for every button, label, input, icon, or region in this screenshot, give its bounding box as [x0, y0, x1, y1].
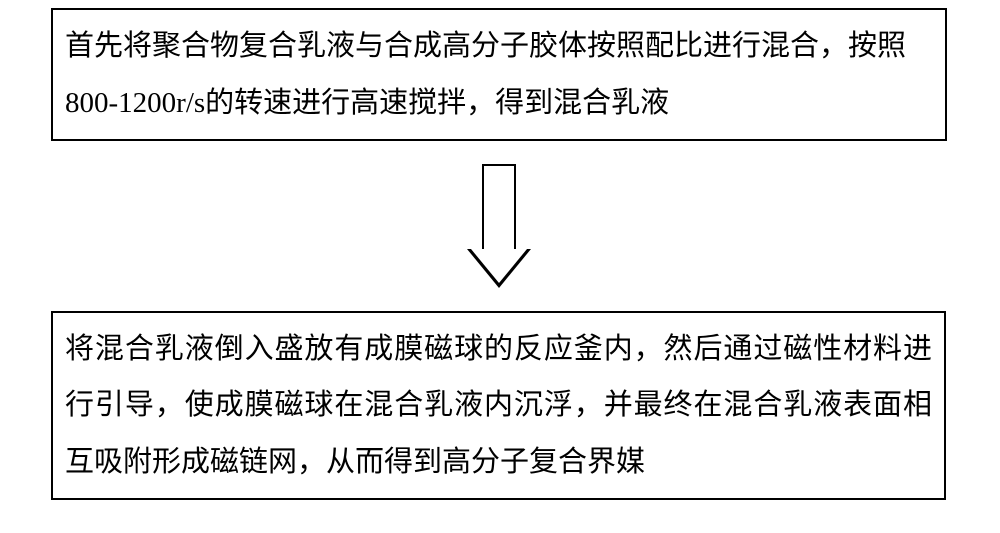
flowchart-arrow-shaft — [482, 164, 516, 249]
flowchart-arrow-head-inner — [471, 249, 527, 283]
flowchart-step-2-text: 将混合乳液倒入盛放有成膜磁球的反应釜内，然后通过磁性材料进行引导，使成膜磁球在混… — [53, 321, 944, 491]
flowchart-step-1: 首先将聚合物复合乳液与合成高分子胶体按照配比进行混合，按照800-1200r/s… — [51, 8, 947, 141]
flowchart-step-1-text: 首先将聚合物复合乳液与合成高分子胶体按照配比进行混合，按照800-1200r/s… — [53, 18, 945, 131]
flowchart-step-2: 将混合乳液倒入盛放有成膜磁球的反应釜内，然后通过磁性材料进行引导，使成膜磁球在混… — [51, 311, 946, 500]
flowchart-arrow-1 — [467, 164, 531, 288]
